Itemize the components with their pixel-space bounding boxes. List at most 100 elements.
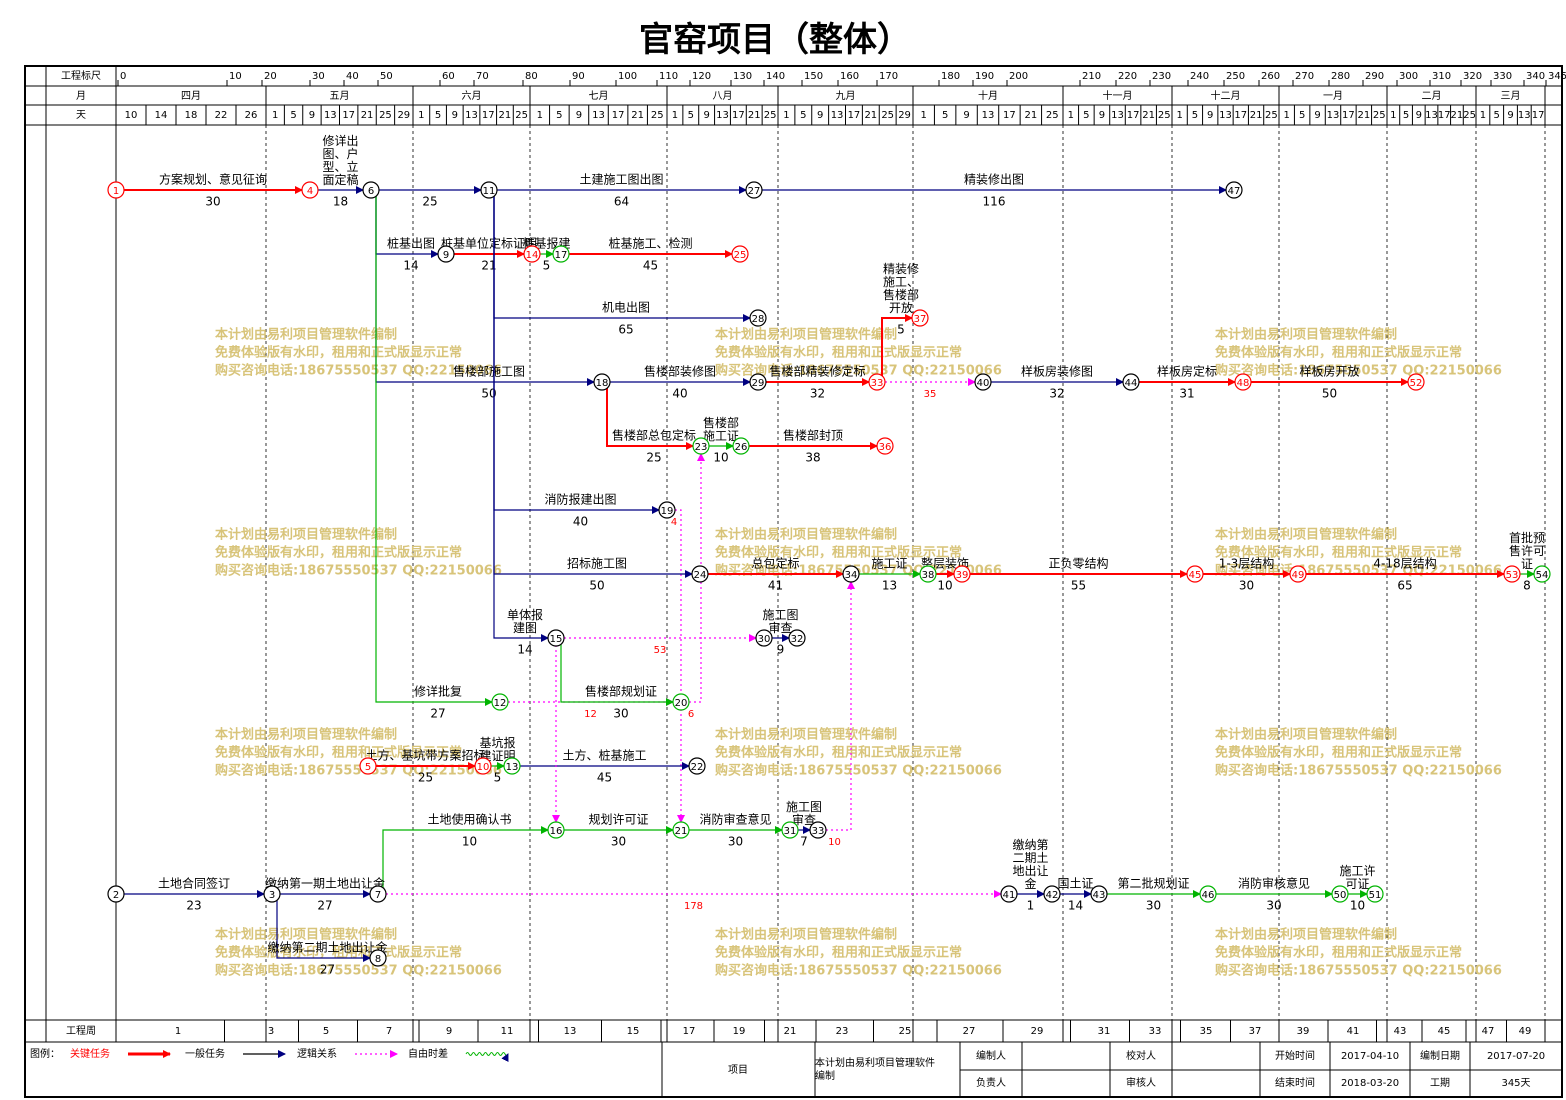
event-node	[523, 245, 541, 263]
event-label: 40	[977, 378, 990, 389]
watermark: 本计划由易利项目管理软件编制	[1215, 327, 1397, 343]
day-label: 13	[1518, 110, 1531, 121]
activity-name: 售楼部总包定标	[612, 428, 696, 443]
day-label: 5	[556, 110, 562, 121]
ruler-label: 345	[1548, 71, 1566, 82]
event-node	[731, 245, 749, 263]
watermark: 购买咨询电话:18675550537 QQ:22150066	[215, 363, 502, 379]
day-label: 17	[1438, 110, 1451, 121]
watermark: 本计划由易利项目管理软件编制	[715, 727, 897, 743]
legend-label: 关键任务	[70, 1047, 110, 1060]
event-node	[658, 501, 676, 519]
ruler-label: 270	[1295, 71, 1314, 82]
activity-name: 缴纳第二期土地出让金	[267, 940, 387, 955]
event-node	[842, 565, 860, 583]
watermark: 免费体验版有水印，租用和正式版显示正常	[715, 545, 962, 561]
activity-duration: 64	[614, 195, 629, 209]
activity-name: 整层装饰	[921, 556, 969, 571]
activity-duration: 30	[1239, 579, 1254, 593]
event-label: 25	[734, 250, 747, 261]
activity-name: 土地合同签订	[158, 876, 230, 891]
event-node	[1289, 565, 1307, 583]
day-label: 13	[982, 110, 995, 121]
event-label: 16	[550, 826, 563, 837]
event-label: 33	[871, 378, 884, 389]
info-value: 2017-04-10	[1341, 1051, 1399, 1062]
event-node	[1366, 885, 1384, 903]
activity-name: 售楼部施工证	[703, 415, 739, 443]
event-label: 36	[879, 442, 892, 453]
event-node	[1234, 373, 1252, 391]
event-label: 43	[1093, 890, 1106, 901]
activity-name: 施工许可证	[1339, 864, 1375, 891]
event-label: 46	[1202, 890, 1215, 901]
watermark: 免费体验版有水印，租用和正式版显示正常	[1215, 345, 1462, 361]
activity-line	[552, 637, 564, 823]
day-label: 1	[272, 110, 278, 121]
activity-name: 基坑报建证明	[479, 735, 515, 763]
event-label: 37	[914, 314, 927, 325]
day-label: 21	[631, 110, 644, 121]
info-label: 审核人	[1126, 1076, 1156, 1089]
day-label: 1	[1390, 110, 1396, 121]
day-label: 21	[1142, 110, 1155, 121]
day-label: 17	[612, 110, 625, 121]
ruler-label: 300	[1399, 71, 1418, 82]
activity-name: 施工图审查	[786, 800, 822, 827]
watermark: 购买咨询电话:18675550537 QQ:22150066	[215, 963, 502, 979]
event-node	[809, 821, 827, 839]
watermark: 购买咨询电话:18675550537 QQ:22150066	[715, 963, 1002, 979]
month-label: 七月	[589, 90, 609, 102]
event-label: 9	[443, 250, 449, 261]
day-label: 1	[537, 110, 543, 121]
month-label: 二月	[1422, 90, 1442, 102]
activity-name: 土方、桩基施工	[562, 748, 646, 763]
activity-name: 方案规划、意见征询	[159, 172, 267, 187]
event-label: 23	[695, 442, 708, 453]
activity-duration: 10	[937, 579, 952, 593]
activity-name: 消防审查意见	[699, 812, 771, 827]
event-node	[919, 565, 937, 583]
day-label: 25	[1046, 110, 1059, 121]
day-label: 17	[1532, 110, 1545, 121]
day-label: 13	[465, 110, 478, 121]
activity-name: 土建施工图出图	[579, 173, 663, 187]
activity-name: 售楼部精装修定标	[769, 364, 865, 379]
week-label: 29	[1031, 1026, 1044, 1037]
event-node	[1199, 885, 1217, 903]
day-label: 5	[1192, 110, 1198, 121]
activity-duration: 31	[1179, 387, 1194, 401]
month-label: 八月	[713, 90, 733, 102]
activity-duration: 25	[422, 195, 437, 209]
activity-duration: 25	[418, 771, 433, 785]
activity-name: 精装修出图	[964, 172, 1024, 187]
event-label: 19	[661, 506, 674, 517]
ruler-label: 60	[442, 71, 455, 82]
watermark: 本计划由易利项目管理软件编制	[215, 727, 397, 743]
legend-swatch	[465, 1052, 509, 1063]
ruler-label: 330	[1493, 71, 1512, 82]
activity-duration: 27	[320, 963, 335, 977]
day-label: 9	[309, 110, 315, 121]
day-label: 9	[576, 110, 582, 121]
activity-line	[606, 388, 694, 450]
info-value: 2018-03-20	[1341, 1078, 1399, 1089]
chart-title: 官窑项目（整体）	[639, 20, 911, 60]
day-label: 9	[1416, 110, 1422, 121]
event-node	[672, 693, 690, 711]
activity-name: 售楼部装修图	[644, 364, 716, 379]
activity-duration: 30	[611, 835, 626, 849]
activity-name: 缴纳第一期土地出让金	[265, 876, 385, 891]
watermark: 购买咨询电话:18675550537 QQ:22150066	[215, 763, 502, 779]
activity-name: 机电出图	[602, 301, 650, 315]
activity-name: 招标施工图	[567, 557, 627, 571]
ruler-label: 220	[1118, 71, 1137, 82]
week-label: 15	[627, 1026, 640, 1037]
event-label: 54	[1536, 570, 1549, 581]
activity-duration: 27	[430, 707, 445, 721]
event-node	[503, 757, 521, 775]
free-float: 12	[584, 709, 597, 720]
event-node	[691, 565, 709, 583]
event-label: 50	[1334, 890, 1347, 901]
